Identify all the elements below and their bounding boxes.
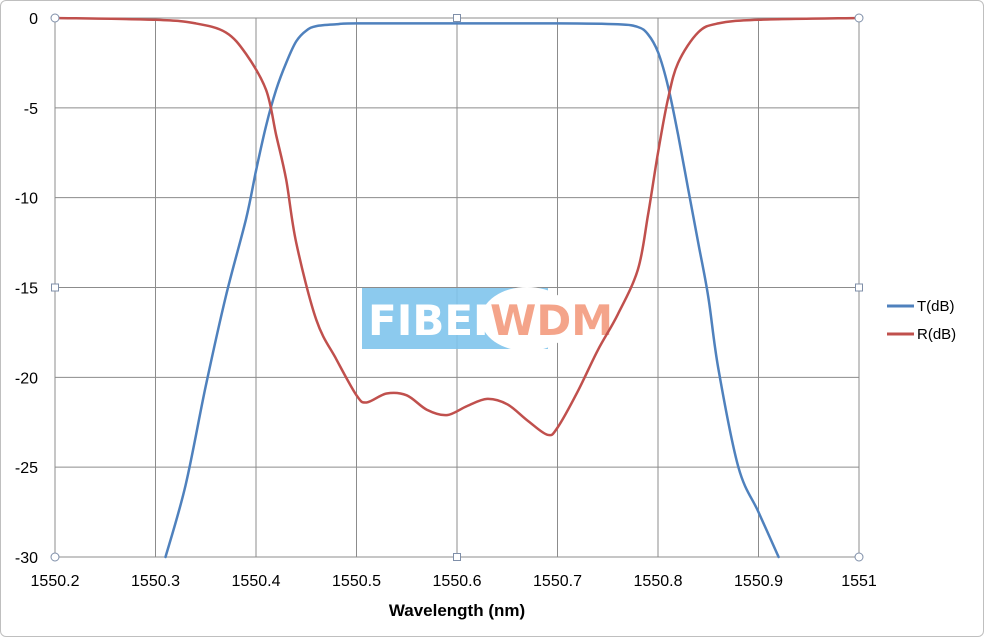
x-tick-label: 1550.3: [131, 573, 180, 590]
watermark-ellipse: [481, 287, 573, 351]
side-handle: [855, 283, 863, 292]
watermark-left-text: FIBER: [368, 296, 505, 345]
plot-area-resize-handles: [50, 13, 864, 562]
legend-label: R(dB): [917, 326, 956, 343]
legend: T(dB) R(dB): [887, 298, 956, 343]
y-tick-label: -30: [15, 550, 38, 567]
series-lines: [53, 16, 861, 559]
legend-label: T(dB): [917, 298, 955, 315]
side-handle: [453, 553, 461, 561]
x-tick-label: 1551: [841, 573, 877, 590]
x-axis-tick-labels: 1550.2 1550.3 1550.4 1550.5 1550.6 1550.7 1550…: [31, 573, 877, 590]
gridlines: [54, 17, 860, 558]
y-tick-label: -20: [15, 370, 38, 387]
y-tick-label: -10: [15, 191, 38, 208]
corner-handle: [50, 13, 60, 23]
y-tick-label: -5: [24, 101, 38, 118]
x-tick-label: 1550.9: [734, 573, 783, 590]
y-axis-tick-labels: 0 -5 -10 -15 -20 -25 -30: [15, 11, 38, 567]
x-tick-label: 1550.6: [433, 573, 482, 590]
corner-handle: [854, 552, 864, 562]
watermark-right-text: WDM: [490, 296, 613, 345]
x-tick-label: 1550.7: [533, 573, 582, 590]
y-tick-label: -15: [15, 281, 38, 298]
x-tick-label: 1550.8: [634, 573, 683, 590]
x-tick-label: 1550.4: [232, 573, 281, 590]
series-line-t: [164, 22, 780, 559]
side-handle: [453, 14, 461, 22]
corner-handle: [50, 552, 60, 562]
x-tick-label: 1550.5: [332, 573, 381, 590]
x-axis-title: Wavelength (nm): [389, 601, 525, 620]
corner-handle: [854, 13, 864, 23]
series-line-r: [53, 16, 861, 437]
x-tick-label: 1550.2: [31, 573, 80, 590]
y-tick-label: 0: [29, 11, 38, 28]
y-tick-label: -25: [15, 460, 38, 477]
side-handle: [51, 283, 59, 292]
fiberwdm-watermark-logo: FIBER WDM: [362, 287, 613, 351]
